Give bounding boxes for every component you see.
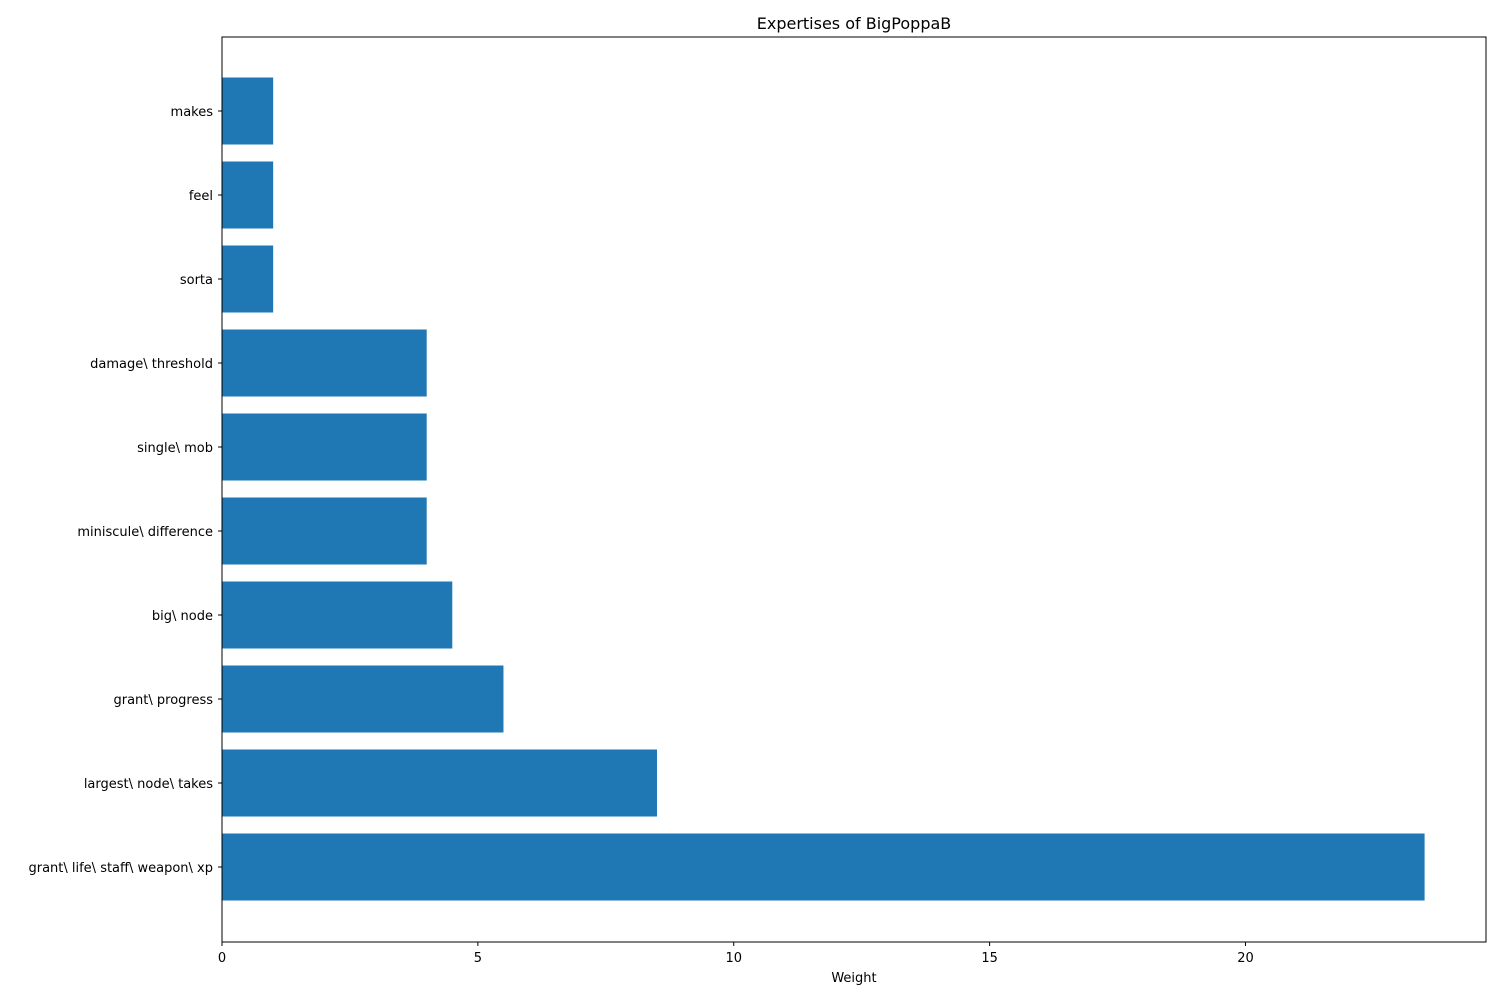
y-tick-label: grant\ life\ staff\ weapon\ xp	[28, 861, 213, 876]
x-tick-label: 10	[725, 951, 742, 966]
y-tick-label: damage\ threshold	[90, 357, 213, 372]
bar	[222, 581, 453, 649]
x-tick-label: 20	[1237, 951, 1254, 966]
chart-title: Expertises of BigPoppaB	[757, 14, 952, 33]
x-tick-label: 0	[218, 951, 226, 966]
y-tick-label: makes	[171, 105, 214, 120]
x-tick-label: 5	[474, 951, 482, 966]
x-axis: 0 5 10 15 20	[218, 942, 1254, 966]
y-tick-label: largest\ node\ takes	[84, 777, 213, 792]
bar	[222, 665, 504, 733]
y-tick-label: miniscule\ difference	[77, 525, 213, 540]
y-tick-label: single\ mob	[137, 441, 213, 456]
y-tick-label: big\ node	[152, 609, 213, 624]
bar	[222, 329, 427, 397]
bar	[222, 413, 427, 481]
bar	[222, 77, 274, 145]
x-tick-label: 15	[981, 951, 998, 966]
bars-layer	[222, 77, 1425, 901]
x-axis-label: Weight	[831, 971, 876, 986]
bar	[222, 497, 427, 565]
bar	[222, 161, 274, 229]
y-axis: grant\ life\ staff\ weapon\ xp largest\ n…	[28, 105, 222, 876]
plot-frame	[221, 36, 1487, 943]
bar	[222, 245, 274, 313]
y-tick-label: grant\ progress	[113, 693, 213, 708]
y-tick-label: sorta	[180, 273, 213, 288]
y-tick-label: feel	[189, 189, 213, 204]
bar	[222, 749, 657, 817]
bar	[222, 833, 1425, 901]
